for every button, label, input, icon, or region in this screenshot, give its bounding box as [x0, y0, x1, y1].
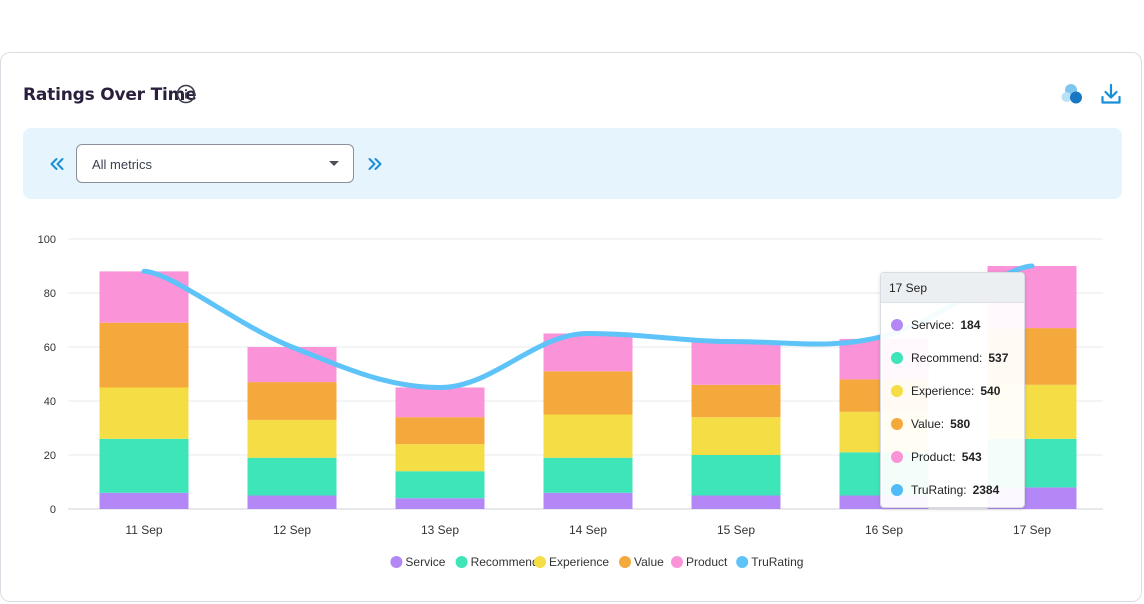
bar-segment-experience — [543, 414, 633, 458]
x-tick-label: 15 Sep — [717, 523, 755, 537]
legend-label-trurating: TruRating — [751, 555, 803, 569]
bar-segment-experience — [691, 417, 781, 455]
download-icon[interactable] — [1099, 82, 1123, 106]
bar-segment-recommend — [543, 457, 633, 493]
tooltip-marker — [891, 385, 903, 397]
bar-segment-service — [99, 492, 189, 509]
tooltip-value: 580 — [950, 417, 971, 431]
chevron-double-left-icon[interactable] — [48, 155, 66, 173]
legend-label-value: Value — [634, 555, 664, 569]
legend-marker-product — [671, 556, 683, 568]
legend-label-service: Service — [405, 555, 445, 569]
bar-segment-value — [543, 371, 633, 415]
info-icon[interactable] — [176, 84, 196, 104]
bar-segment-experience — [99, 387, 189, 439]
bar-segment-value — [99, 322, 189, 388]
x-tick-label: 11 Sep — [125, 523, 162, 537]
tooltip-row: TruRating: 2384 — [891, 483, 999, 497]
color-palette-icon[interactable] — [1059, 82, 1085, 108]
bar-segment-product — [691, 341, 781, 385]
tooltip-value: 184 — [960, 318, 981, 332]
y-tick-label: 100 — [38, 234, 56, 246]
tooltip-label: Recommend: — [911, 351, 983, 365]
legend-marker-trurating — [736, 556, 749, 568]
legend-label-recommend: Recommend — [471, 555, 539, 569]
bar-segment-recommend — [99, 438, 189, 493]
tooltip-marker — [891, 418, 903, 430]
bar-segment-recommend — [395, 471, 485, 499]
tooltip-row: Product: 543 — [891, 450, 982, 464]
x-tick-label: 13 Sep — [421, 523, 459, 537]
legend-marker-experience — [534, 556, 546, 568]
tooltip-label: Value: — [911, 417, 945, 431]
bar-segment-value — [395, 417, 485, 445]
x-tick-label: 12 Sep — [273, 523, 311, 537]
bar-segment-product — [395, 387, 485, 418]
metric-select[interactable]: All metrics — [76, 144, 354, 183]
y-tick-label: 60 — [44, 342, 56, 354]
metric-filter-bar: All metrics — [23, 128, 1122, 199]
metric-select-value: All metrics — [92, 157, 152, 172]
bar-segment-experience — [247, 419, 337, 458]
tooltip-value: 543 — [961, 450, 982, 464]
legend-label-experience: Experience — [549, 555, 609, 569]
tooltip-label: TruRating: — [911, 483, 967, 497]
caret-down-icon — [329, 161, 339, 166]
card-title: Ratings Over Time — [23, 85, 197, 105]
tooltip-label: Service: — [911, 318, 955, 332]
bar-segment-value — [247, 382, 337, 420]
bar-segment-product — [247, 347, 337, 383]
tooltip-title: 17 Sep — [881, 273, 1024, 303]
bar-segment-service — [395, 498, 485, 509]
bar-segment-recommend — [247, 457, 337, 496]
tooltip-value: 540 — [980, 384, 1001, 398]
legend-label-product: Product — [686, 555, 728, 569]
y-tick-label: 80 — [44, 288, 56, 300]
bar-segment-experience — [395, 444, 485, 472]
tooltip-marker — [891, 352, 903, 364]
tooltip-marker — [891, 451, 903, 463]
tooltip-label: Product: — [911, 450, 956, 464]
x-tick-label: 17 Sep — [1013, 523, 1051, 537]
y-tick-label: 40 — [44, 396, 56, 408]
tooltip-row: Value: 580 — [891, 417, 970, 431]
tooltip-marker — [891, 484, 903, 496]
tooltip-row: Service: 184 — [891, 318, 980, 332]
x-tick-label: 14 Sep — [569, 523, 607, 537]
y-tick-label: 20 — [44, 450, 56, 462]
tooltip-label: Experience: — [911, 384, 975, 398]
tooltip-marker — [891, 319, 903, 331]
chart-tooltip: 17 Sep Service: 184 Recommend: 537 Experienc… — [880, 272, 1025, 508]
tooltip-row: Recommend: 537 — [891, 351, 1008, 365]
legend-marker-value — [619, 556, 631, 568]
bar-segment-service — [543, 492, 633, 509]
bar-segment-value — [691, 384, 781, 418]
chevron-double-right-icon[interactable] — [366, 155, 384, 173]
bar-segment-product — [99, 271, 189, 323]
bar-segment-recommend — [691, 455, 781, 496]
y-tick-label: 0 — [50, 504, 56, 516]
bar-segment-service — [691, 495, 781, 509]
tooltip-row: Experience: 540 — [891, 384, 1000, 398]
legend-marker-recommend — [455, 556, 468, 568]
x-tick-label: 16 Sep — [865, 523, 903, 537]
legend-marker-service — [390, 556, 403, 568]
tooltip-value: 537 — [988, 351, 1009, 365]
tooltip-value: 2384 — [972, 483, 1000, 497]
bar-segment-service — [247, 495, 337, 509]
